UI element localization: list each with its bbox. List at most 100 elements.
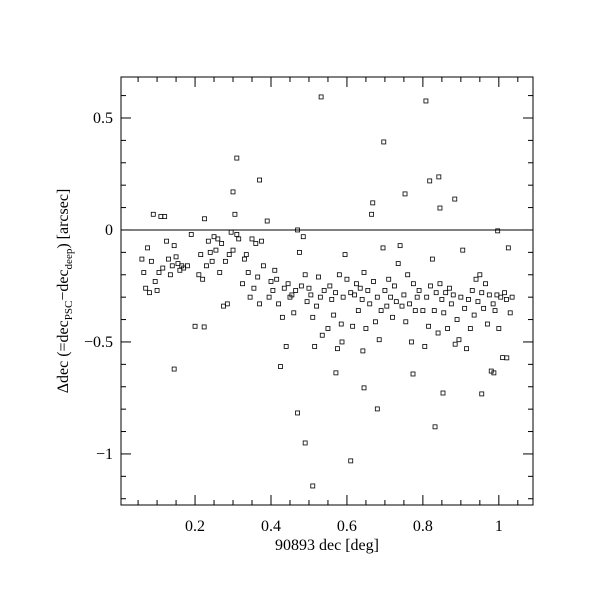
x-axis-label: 90893 dec [deg] <box>275 537 379 554</box>
data-point <box>507 310 513 316</box>
data-point <box>317 294 323 300</box>
data-point <box>440 390 446 396</box>
data-point <box>371 279 376 284</box>
data-point <box>439 296 445 302</box>
data-point <box>295 227 300 233</box>
data-point <box>156 270 162 275</box>
data-point <box>469 288 475 293</box>
data-point <box>378 308 384 313</box>
data-point <box>257 301 262 307</box>
data-point <box>240 281 245 287</box>
data-point <box>458 294 464 300</box>
data-point <box>188 232 194 237</box>
data-point <box>374 294 380 300</box>
data-point <box>331 312 337 318</box>
data-point <box>360 348 366 354</box>
data-point <box>253 241 259 246</box>
x-tick-label: 0.8 <box>413 518 433 535</box>
data-point <box>395 261 401 266</box>
data-point <box>302 272 308 278</box>
data-point <box>198 252 204 258</box>
data-point <box>310 483 316 489</box>
data-point <box>266 294 272 300</box>
data-point <box>255 274 261 280</box>
data-point <box>298 283 304 289</box>
data-point <box>386 276 392 282</box>
data-point <box>477 272 483 278</box>
data-point <box>443 290 449 296</box>
data-point <box>243 252 249 258</box>
data-point <box>435 330 441 336</box>
data-point <box>257 177 262 183</box>
data-point <box>509 294 515 300</box>
data-point <box>234 232 240 237</box>
data-point <box>424 294 430 300</box>
data-point <box>431 308 437 313</box>
data-point <box>504 296 509 302</box>
data-point <box>405 272 411 278</box>
data-point <box>393 299 399 305</box>
data-point <box>381 139 387 145</box>
data-point <box>342 252 348 258</box>
data-point <box>367 301 373 307</box>
data-point <box>390 314 395 320</box>
data-point <box>462 305 468 311</box>
data-point <box>428 283 433 289</box>
data-point <box>340 294 346 300</box>
data-point <box>471 312 477 318</box>
data-point <box>327 283 333 289</box>
data-point <box>354 281 359 287</box>
data-point <box>496 326 502 331</box>
data-point <box>441 310 447 316</box>
x-tick-label: 0.2 <box>185 518 205 535</box>
data-point <box>150 211 156 217</box>
data-point <box>196 272 202 278</box>
data-point <box>143 285 149 291</box>
data-point <box>297 249 302 255</box>
data-point <box>285 281 291 287</box>
data-point <box>365 288 371 293</box>
data-point <box>202 216 207 222</box>
data-point <box>259 238 264 244</box>
data-point <box>242 256 247 262</box>
data-point <box>166 256 171 262</box>
data-point <box>447 285 452 291</box>
data-point <box>363 326 369 331</box>
data-point <box>308 292 314 298</box>
data-point <box>437 281 443 287</box>
data-point <box>316 274 321 280</box>
data-point <box>454 317 460 322</box>
data-point <box>426 323 431 329</box>
data-point <box>226 252 232 258</box>
data-point <box>423 98 429 104</box>
data-point <box>274 276 280 282</box>
data-point <box>289 292 295 298</box>
data-point <box>492 308 498 313</box>
data-point <box>217 270 223 275</box>
data-point <box>300 234 306 240</box>
data-point <box>376 337 382 343</box>
data-point <box>224 301 230 307</box>
data-point <box>467 326 473 331</box>
data-point <box>302 440 308 446</box>
data-point <box>333 370 339 376</box>
data-point <box>361 270 367 275</box>
data-point <box>350 323 356 329</box>
data-point <box>456 337 462 343</box>
data-point <box>169 263 175 269</box>
data-point <box>160 265 166 271</box>
data-point <box>139 256 145 262</box>
data-point <box>264 218 270 224</box>
data-point <box>370 200 376 206</box>
data-point <box>486 292 492 298</box>
data-point <box>319 332 325 338</box>
data-point <box>162 214 168 219</box>
data-point <box>291 310 297 316</box>
data-point <box>333 290 338 296</box>
data-point <box>167 272 173 278</box>
data-point <box>251 285 257 291</box>
data-point <box>276 301 281 307</box>
data-point <box>384 303 390 309</box>
